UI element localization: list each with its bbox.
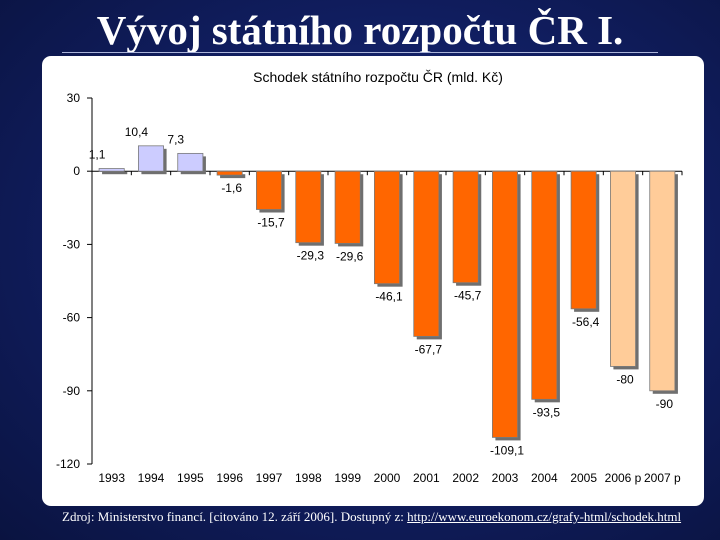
bar-shadow (102, 171, 128, 175)
title-underline (62, 52, 658, 53)
data-label: -29,6 (336, 249, 364, 263)
x-tick-label: 1995 (177, 471, 204, 485)
bar-2004 (531, 170, 558, 400)
bar-2000 (374, 170, 400, 285)
bar-1996 (216, 170, 243, 176)
x-tick-label: 2003 (492, 471, 519, 485)
bar-2006-p (610, 170, 636, 367)
deficit-bar-chart: Schodek státního rozpočtu ČR (mld. Kč) 3… (56, 69, 683, 485)
bar-1993 (98, 168, 125, 172)
bar-2002 (452, 170, 479, 284)
bar-2007-p (649, 170, 676, 392)
data-label: -67,7 (415, 342, 443, 356)
data-label: -93,5 (533, 405, 561, 419)
bar-2005 (570, 170, 597, 310)
data-label: -46,1 (375, 290, 403, 304)
x-tick-label: 2004 (531, 471, 558, 485)
x-tick-label: 2005 (570, 471, 597, 485)
source-link[interactable]: http://www.euroekonom.cz/grafy-html/scho… (407, 509, 682, 524)
data-label: -56,4 (572, 315, 600, 329)
data-label: -29,3 (297, 249, 325, 263)
x-tick-label: 2007 p (644, 471, 681, 485)
x-tick-label: 2002 (452, 471, 479, 485)
x-tick-label: 1994 (138, 471, 165, 485)
bar-1997 (256, 170, 282, 210)
bar-1998 (295, 170, 322, 244)
bar-1999 (334, 170, 361, 244)
slide-title: Vývoj státního rozpočtu ČR I. (96, 7, 624, 53)
data-label: 7,3 (167, 132, 184, 146)
source-citation: Zdroj: Ministerstvo financí. [citováno 1… (62, 508, 702, 525)
bar-1994 (138, 145, 164, 172)
chart-bars (98, 145, 678, 441)
x-tick-label: 1993 (98, 471, 125, 485)
data-label: 1,1 (89, 148, 106, 162)
x-tick-label: 2006 p (605, 471, 642, 485)
source-text: Zdroj: Ministerstvo financí. [citováno 1… (62, 509, 408, 524)
y-tick-label: -120 (56, 457, 80, 471)
chart-title: Schodek státního rozpočtu ČR (mld. Kč) (253, 69, 503, 85)
data-label: -45,7 (454, 289, 482, 303)
data-label: -109,1 (490, 443, 524, 457)
y-tick-label: -30 (63, 237, 81, 251)
chart-panel: Schodek státního rozpočtu ČR (mld. Kč) 3… (42, 56, 704, 506)
x-tick-label: 2000 (374, 471, 401, 485)
bar-shadow (220, 174, 246, 179)
data-label: -90 (656, 397, 674, 411)
chart-data-labels: 1,1 10,4 7,3 -1,6 -15,7 -29,3 -29,6 -46,1 -67,7 -… (89, 125, 674, 458)
y-tick-label: 30 (67, 91, 81, 105)
bar-2003 (492, 170, 518, 438)
data-label: -80 (616, 372, 634, 386)
x-tick-label: 1996 (216, 471, 243, 485)
x-tick-label: 1998 (295, 471, 322, 485)
y-tick-label: -60 (63, 311, 81, 325)
y-tick-label: 0 (73, 164, 80, 178)
x-tick-label: 1997 (256, 471, 283, 485)
data-label: -15,7 (257, 216, 285, 230)
bar-1995 (177, 152, 204, 172)
bar-2001 (413, 170, 440, 337)
y-tick-label: -90 (63, 384, 81, 398)
data-label: -1,6 (221, 181, 242, 195)
x-tick-label: 1999 (334, 471, 361, 485)
data-label: 10,4 (125, 125, 149, 139)
x-tick-label: 2001 (413, 471, 440, 485)
